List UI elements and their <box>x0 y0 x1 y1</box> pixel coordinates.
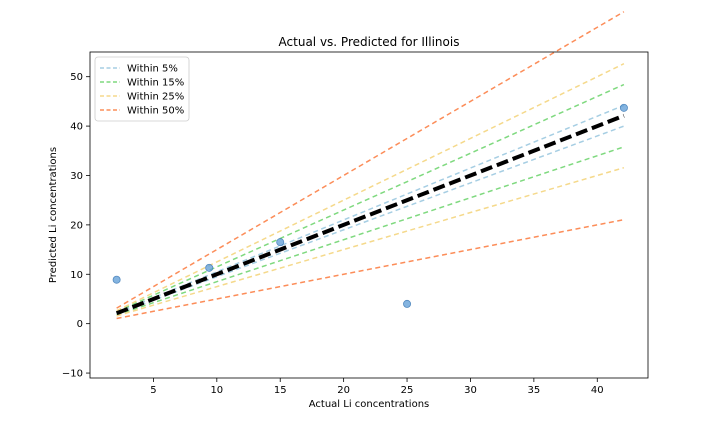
y-tick-label: 20 <box>70 220 83 231</box>
legend-box <box>94 56 190 122</box>
data-point <box>403 299 412 308</box>
y-tick-label: 30 <box>70 171 83 182</box>
x-axis-label: Actual Li concentrations <box>309 399 430 410</box>
y-tick-label: 50 <box>70 72 83 83</box>
band-line-lower-3 <box>116 218 625 320</box>
band-line-upper-2 <box>116 63 625 312</box>
x-tick-label: 40 <box>591 385 604 396</box>
points-layer <box>112 103 628 308</box>
x-tick-label: 35 <box>527 385 540 396</box>
band-line-upper-3 <box>116 11 625 309</box>
x-tick-label: 20 <box>337 385 350 396</box>
legend-label: Within 5% <box>127 64 178 75</box>
y-axis-ticks: −10 0 10 20 30 40 50 <box>62 72 90 380</box>
band-line-upper-0 <box>116 104 625 314</box>
y-axis-label: Predicted Li concentrations <box>48 147 59 283</box>
x-tick-label: 5 <box>150 385 156 396</box>
legend: Within 5% Within 15% Within 25% Within 50% <box>94 56 190 122</box>
data-point <box>276 238 285 247</box>
identity-line <box>115 113 625 316</box>
band-line-lower-2 <box>116 166 625 317</box>
y-tick-label: −10 <box>62 369 83 380</box>
data-point <box>112 275 121 284</box>
data-point <box>205 263 214 272</box>
data-point <box>619 103 628 112</box>
x-tick-label: 10 <box>210 385 223 396</box>
legend-label: Within 25% <box>127 92 184 103</box>
x-axis-ticks: 5 10 15 20 25 30 35 40 <box>150 378 604 396</box>
y-tick-label: 0 <box>77 319 83 330</box>
plot-frame <box>89 51 649 379</box>
y-tick-label: 40 <box>70 122 83 133</box>
chart-title: Actual vs. Predicted for Illinois <box>279 35 460 49</box>
lines-layer <box>115 11 625 320</box>
band-line-upper-1 <box>116 83 625 313</box>
y-tick-label: 10 <box>70 270 83 281</box>
x-tick-label: 30 <box>464 385 477 396</box>
x-tick-label: 15 <box>274 385 287 396</box>
x-tick-label: 25 <box>401 385 414 396</box>
band-line-lower-0 <box>116 125 625 315</box>
legend-label: Within 50% <box>127 106 184 117</box>
legend-label: Within 15% <box>127 78 184 89</box>
band-line-lower-1 <box>116 146 625 316</box>
